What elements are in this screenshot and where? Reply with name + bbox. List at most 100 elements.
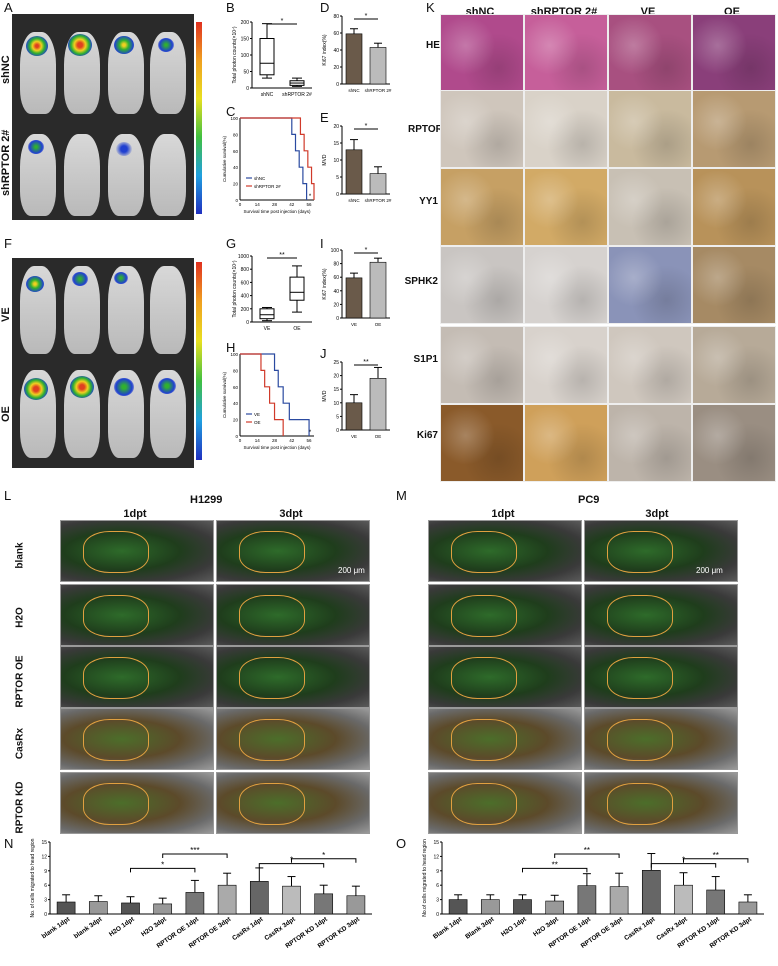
ihc-tile xyxy=(440,404,524,482)
chart-g-ytick-label: 600 xyxy=(241,280,250,286)
chart-o-bar xyxy=(738,901,758,915)
chart-j-ylabel: MVD xyxy=(322,390,328,402)
panel-label-e: E xyxy=(320,110,329,125)
head-region-outline xyxy=(607,531,673,573)
chart-g-ytick-label: 0 xyxy=(246,320,249,326)
group-label-ve: VE xyxy=(0,307,12,322)
chart-e-ytick-label: 10 xyxy=(333,158,339,164)
ihc-row-ki67: Ki67 xyxy=(416,430,438,441)
chart-h-xtick-label: 0 xyxy=(239,438,242,443)
chart-c-xtick-label: 14 xyxy=(255,202,261,207)
ihc-tile xyxy=(692,90,776,168)
ihc-row-he: HE xyxy=(426,40,440,51)
chart-n-significance: * xyxy=(322,851,325,860)
chart-g-ytick-label: 1000 xyxy=(238,254,249,260)
chart-o-significance: ** xyxy=(713,851,719,860)
chart-i-ylabel: Ki67 index(%) xyxy=(322,268,328,299)
zebrafish-l-col-3dpt: 3dpt xyxy=(279,508,303,520)
chart-o: 0 3 6 9 12 15 No.of cells migrated to head reg… xyxy=(422,839,764,950)
chart-n-bar xyxy=(217,884,237,915)
zebrafish-image xyxy=(428,772,582,834)
head-region-outline xyxy=(239,595,305,637)
chart-h-legend-label: VE xyxy=(254,412,260,417)
chart-n-category: blank 1dpt xyxy=(41,915,72,940)
chart-h-legend-label: OE xyxy=(254,420,261,425)
chart-c-ytick-label: 20 xyxy=(233,182,239,187)
ihc-tile xyxy=(608,326,692,404)
ihc-tile xyxy=(440,168,524,246)
panel-label-g: G xyxy=(226,236,237,251)
chart-o-ytick-label: 3 xyxy=(436,898,439,904)
zebrafish-m-col-3dpt: 3dpt xyxy=(645,508,669,520)
chart-i-ytick-label: 40 xyxy=(333,289,339,295)
zebrafish-image xyxy=(428,520,582,582)
ihc-row-sphk2: SPHK2 xyxy=(404,276,438,287)
chart-o-category: H2O 1dpt xyxy=(500,915,528,938)
head-region-outline xyxy=(451,657,517,699)
chart-j-ytick-label: 10 xyxy=(333,401,339,407)
colorbar-f xyxy=(196,262,202,460)
chart-n-significance: *** xyxy=(190,846,199,855)
panel-label-a: A xyxy=(4,0,13,15)
chart-j-ytick-label: 25 xyxy=(333,360,339,366)
chart-n-category: H2O 3dpt xyxy=(140,915,168,938)
chart-e-ytick-label: 5 xyxy=(336,175,339,181)
head-region-outline xyxy=(607,595,673,637)
ihc-tile xyxy=(524,14,608,92)
chart-n-bar xyxy=(282,885,301,915)
chart-g-ytick-label: 200 xyxy=(241,307,250,313)
head-region-outline xyxy=(239,531,305,573)
zebrafish-image xyxy=(60,708,214,770)
panel-label-j: J xyxy=(320,346,327,361)
zebrafish-title-h1299: H1299 xyxy=(190,494,223,506)
chart-o-bar xyxy=(577,885,597,915)
chart-h-ytick-label: 80 xyxy=(233,368,239,373)
chart-b-ytick-label: 0 xyxy=(246,86,249,92)
chart-e-ylabel: MVD xyxy=(322,154,328,166)
chart-o-bar xyxy=(641,870,661,915)
panel-label-c: C xyxy=(226,104,236,119)
chart-n-bar xyxy=(153,903,173,915)
chart-d-bar xyxy=(369,47,387,85)
chart-c: 0 20 40 60 80 100 0 14 28 42 56 Survival time post … xyxy=(222,116,315,214)
ihc-tile xyxy=(440,246,524,324)
chart-d-category: shRPTOR 2# xyxy=(365,88,392,93)
chart-c-xtick-label: 56 xyxy=(307,202,313,207)
chart-n-ytick-label: 9 xyxy=(44,869,47,875)
chart-o-sig-bracket xyxy=(554,853,620,858)
panel-label-i: I xyxy=(320,236,324,251)
chart-o-significance: ** xyxy=(552,860,558,869)
chart-i-bar xyxy=(345,277,363,319)
ihc-tile xyxy=(692,326,776,404)
panel-label-d: D xyxy=(320,0,330,15)
ihc-row-yy1: YY1 xyxy=(419,196,438,207)
chart-o-category: H2O 3dpt xyxy=(532,915,560,938)
chart-n-significance: * xyxy=(161,860,164,869)
ihc-tile xyxy=(692,168,776,246)
head-region-outline xyxy=(451,719,517,761)
chart-c-legend-label: shRPTOR 2# xyxy=(254,184,281,189)
bioluminescence-image-f xyxy=(12,258,194,468)
chart-h-xtick-label: 28 xyxy=(272,438,278,443)
zebrafish-m-col-1dpt: 1dpt xyxy=(491,508,515,520)
panel-label-h: H xyxy=(226,340,236,355)
panel-label-b: B xyxy=(226,0,235,15)
chart-j-ytick-label: 0 xyxy=(336,428,339,434)
chart-i-bar xyxy=(369,261,387,319)
chart-e-ytick-label: 15 xyxy=(333,141,339,147)
panel-label-o: O xyxy=(396,836,407,851)
chart-c-legend-label: shNC xyxy=(254,176,266,181)
chart-e-bar xyxy=(345,149,363,195)
chart-d-ylabel: Ki67 index(%) xyxy=(322,34,328,65)
chart-e-significance: * xyxy=(365,123,368,130)
zebrafish-image xyxy=(60,584,214,646)
ihc-tile xyxy=(692,246,776,324)
chart-n-category: H2O 1dpt xyxy=(108,915,136,938)
ihc-tile xyxy=(524,246,608,324)
chart-d: 0 20 40 60 80 Ki67 index(%) shNC shRPTOR 2# * xyxy=(322,13,392,93)
chart-n-ytick-label: 3 xyxy=(44,898,47,904)
chart-h-ylabel: Cumulative survival(%) xyxy=(222,371,227,418)
head-region-outline xyxy=(451,783,517,825)
chart-b-ytick-label: 150 xyxy=(241,37,250,43)
zebrafish-image xyxy=(216,584,370,646)
